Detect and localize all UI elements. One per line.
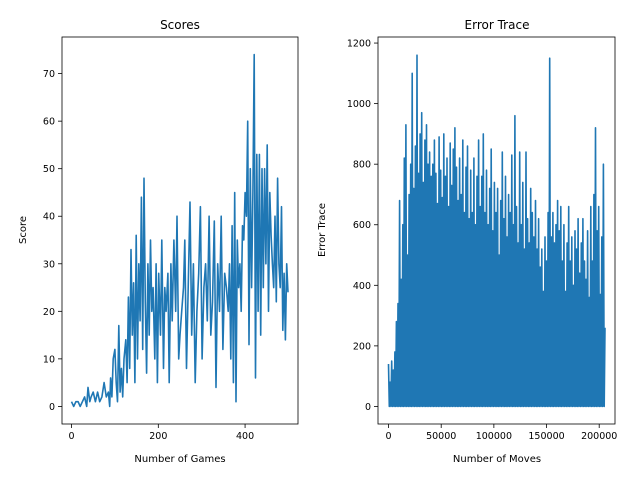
error-trace-y-tick-label: 1000 xyxy=(347,99,371,110)
error-trace-x-tick-label: 50000 xyxy=(426,431,456,442)
scores-y-tick-label: 50 xyxy=(43,164,55,175)
error-trace-y-tick-label: 400 xyxy=(353,281,371,292)
error-trace-x-tick-label: 100000 xyxy=(476,431,512,442)
error-trace-y-axis-label: Error Trace xyxy=(317,203,328,257)
error-trace-chart: 0 50000 100000 150000 200000 0 200 400 600 800 10… xyxy=(317,18,617,465)
error-trace-series xyxy=(387,54,606,408)
scores-y-tick-label: 30 xyxy=(43,259,55,270)
error-trace-x-tick-label: 150000 xyxy=(528,431,564,442)
error-trace-x-tick-label: 200000 xyxy=(581,431,617,442)
scores-y-tick-label: 60 xyxy=(43,117,55,128)
scores-frame xyxy=(61,36,299,425)
error-trace-y-tick-label: 1200 xyxy=(347,39,371,50)
error-trace-y-tick-label: 800 xyxy=(353,160,371,171)
error-trace-x-axis-label: Number of Moves xyxy=(453,454,541,465)
error-trace-line xyxy=(387,54,606,408)
scores-series xyxy=(70,53,289,408)
error-trace-y-tick-label: 0 xyxy=(365,402,371,413)
error-trace-y-ticks: 0 200 400 600 800 1000 1200 xyxy=(347,39,378,413)
scores-x-ticks: 0 200 400 xyxy=(69,424,254,442)
error-trace-y-tick-label: 200 xyxy=(353,341,371,352)
scores-line xyxy=(70,53,289,408)
error-trace-y-tick-label: 600 xyxy=(353,220,371,231)
scores-y-tick-label: 70 xyxy=(43,69,55,80)
scores-x-tick-label: 200 xyxy=(149,431,167,442)
error-trace-title: Error Trace xyxy=(465,18,530,32)
scores-x-axis-label: Number of Games xyxy=(134,454,225,465)
scores-y-ticks: 0 10 20 30 40 50 60 70 xyxy=(43,69,62,413)
scores-y-tick-label: 0 xyxy=(49,402,55,413)
error-trace-x-ticks: 0 50000 100000 150000 200000 xyxy=(386,424,617,442)
error-trace-x-tick-label: 0 xyxy=(386,431,392,442)
scores-y-tick-label: 20 xyxy=(43,307,55,318)
scores-chart: 0 200 400 0 10 20 30 40 50 60 70 Scores Number of… xyxy=(18,18,299,465)
scores-y-tick-label: 10 xyxy=(43,354,55,365)
scores-y-axis-label: Score xyxy=(18,216,29,244)
scores-x-tick-label: 0 xyxy=(69,431,75,442)
scores-x-tick-label: 400 xyxy=(236,431,254,442)
scores-title: Scores xyxy=(160,18,200,32)
error-trace-frame xyxy=(377,36,616,425)
scores-y-tick-label: 40 xyxy=(43,212,55,223)
